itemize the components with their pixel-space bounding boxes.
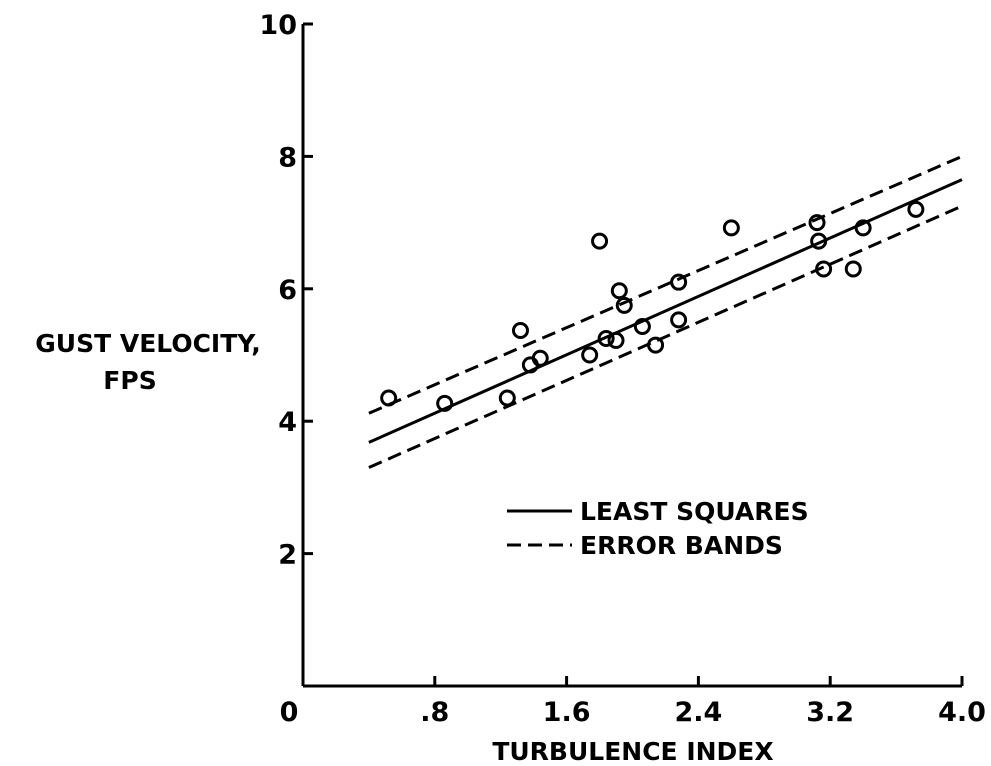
data-point xyxy=(581,346,599,364)
data-point xyxy=(531,349,549,367)
data-point xyxy=(597,329,615,347)
data-point xyxy=(815,260,833,278)
x-tick-label: .8 xyxy=(420,697,449,728)
axes xyxy=(301,24,962,688)
error-band-line xyxy=(368,204,963,469)
legend-label-error-bands: ERROR BANDS xyxy=(580,531,783,560)
y-axis-title-line-2: FPS xyxy=(103,366,156,395)
x-tick-label: 3.2 xyxy=(806,697,854,728)
x-tick-label: 0 xyxy=(280,697,299,728)
data-point xyxy=(436,394,454,412)
least-squares-line xyxy=(368,178,963,444)
y-tick-label: 4 xyxy=(278,407,297,438)
data-point xyxy=(380,389,398,407)
data-point xyxy=(647,336,665,354)
data-point xyxy=(511,322,529,340)
y-tick-label: 6 xyxy=(278,275,297,306)
y-tick-label: 8 xyxy=(278,142,297,173)
x-axis-title: TURBULENCE INDEX xyxy=(492,737,773,766)
data-points xyxy=(380,200,925,412)
data-point xyxy=(498,389,516,407)
data-point xyxy=(808,214,826,232)
x-tick-label: 2.4 xyxy=(674,697,722,728)
ticks: 0 .8 1.6 2.4 3.2 4.0 2 4 6 8 10 xyxy=(259,10,986,728)
error-band-line xyxy=(368,155,963,415)
data-point xyxy=(615,296,633,314)
data-point xyxy=(907,200,925,218)
data-point xyxy=(610,282,628,300)
data-point xyxy=(591,232,609,250)
y-tick-label: 10 xyxy=(259,10,297,41)
y-axis-title-line-1: GUST VELOCITY, xyxy=(35,329,260,358)
data-point xyxy=(722,219,740,237)
fit-lines xyxy=(368,155,963,469)
legend: LEAST SQUARES ERROR BANDS xyxy=(507,497,809,560)
y-tick-label: 2 xyxy=(278,540,297,571)
legend-label-least-squares: LEAST SQUARES xyxy=(580,497,809,526)
x-tick-label: 4.0 xyxy=(938,697,986,728)
x-tick-label: 1.6 xyxy=(543,697,591,728)
data-point xyxy=(810,232,828,250)
data-point xyxy=(854,219,872,237)
data-point xyxy=(670,273,688,291)
data-point xyxy=(844,260,862,278)
data-point xyxy=(670,311,688,329)
data-point xyxy=(607,331,625,349)
data-point xyxy=(633,318,651,336)
